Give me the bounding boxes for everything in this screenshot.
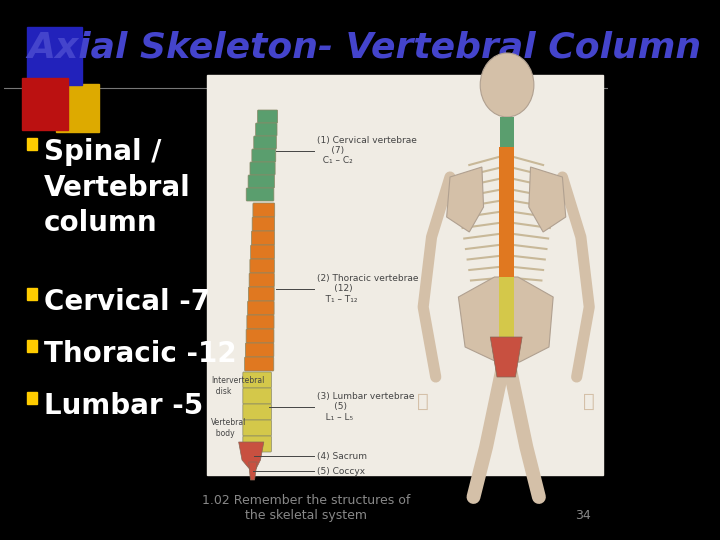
Bar [500, 117, 514, 147]
FancyBboxPatch shape [249, 273, 274, 287]
Text: (3) Lumbar vertebrae
      (5)
   L₁ – L₅: (3) Lumbar vertebrae (5) L₁ – L₅ [317, 392, 414, 422]
FancyBboxPatch shape [243, 420, 271, 436]
FancyBboxPatch shape [248, 175, 274, 188]
FancyBboxPatch shape [248, 301, 274, 315]
FancyBboxPatch shape [253, 136, 276, 149]
Text: Vertebral
  body: Vertebral body [211, 418, 246, 438]
Text: Cervical -7: Cervical -7 [44, 288, 210, 316]
FancyBboxPatch shape [245, 357, 274, 371]
FancyBboxPatch shape [248, 287, 274, 301]
FancyBboxPatch shape [251, 231, 274, 245]
Bar [27, 288, 37, 300]
FancyBboxPatch shape [247, 315, 274, 329]
FancyBboxPatch shape [243, 388, 271, 404]
FancyBboxPatch shape [243, 372, 271, 388]
Text: Intervertebral
  disk: Intervertebral disk [211, 376, 264, 396]
FancyBboxPatch shape [243, 436, 271, 452]
FancyBboxPatch shape [246, 343, 274, 357]
Polygon shape [490, 337, 522, 377]
Bar [27, 340, 37, 352]
Bar [27, 27, 82, 85]
Text: Lumbar -5: Lumbar -5 [44, 392, 203, 420]
Polygon shape [529, 167, 566, 232]
FancyBboxPatch shape [258, 110, 278, 123]
Bar [499, 147, 514, 277]
Text: (5) Coccyx: (5) Coccyx [317, 467, 365, 476]
Text: 1.02 Remember the structures of
the skeletal system: 1.02 Remember the structures of the skel… [202, 494, 410, 522]
Circle shape [480, 53, 534, 117]
Polygon shape [459, 277, 553, 362]
FancyBboxPatch shape [246, 329, 274, 343]
Text: (2) Thoracic vertebrae
      (12)
   T₁ – T₁₂: (2) Thoracic vertebrae (12) T₁ – T₁₂ [317, 274, 418, 304]
Polygon shape [446, 167, 484, 232]
Bar [27, 392, 37, 404]
FancyBboxPatch shape [252, 217, 274, 231]
Bar [56, 84, 99, 132]
Text: (1) Cervical vertebrae
     (7)
  C₁ – C₂: (1) Cervical vertebrae (7) C₁ – C₂ [317, 136, 417, 165]
Text: Spinal /
Vertebral
column: Spinal / Vertebral column [44, 138, 191, 238]
Polygon shape [248, 462, 257, 480]
Text: ✋: ✋ [583, 392, 595, 411]
FancyBboxPatch shape [256, 123, 277, 136]
Text: 34: 34 [575, 509, 591, 522]
FancyBboxPatch shape [243, 404, 271, 420]
FancyBboxPatch shape [250, 162, 275, 175]
Bar [207, 75, 603, 475]
Text: ✋: ✋ [418, 392, 429, 411]
Text: Thoracic -12: Thoracic -12 [44, 340, 237, 368]
Text: (4) Sacrum: (4) Sacrum [317, 451, 366, 461]
FancyBboxPatch shape [246, 188, 274, 201]
Bar [27, 138, 37, 150]
FancyBboxPatch shape [251, 245, 274, 259]
Text: Axial Skeleton- Vertebral Column: Axial Skeleton- Vertebral Column [27, 30, 701, 64]
FancyBboxPatch shape [253, 203, 275, 217]
Bar [499, 277, 514, 337]
FancyBboxPatch shape [250, 259, 274, 273]
FancyBboxPatch shape [252, 149, 276, 162]
Polygon shape [238, 442, 264, 470]
Bar [22, 78, 68, 130]
